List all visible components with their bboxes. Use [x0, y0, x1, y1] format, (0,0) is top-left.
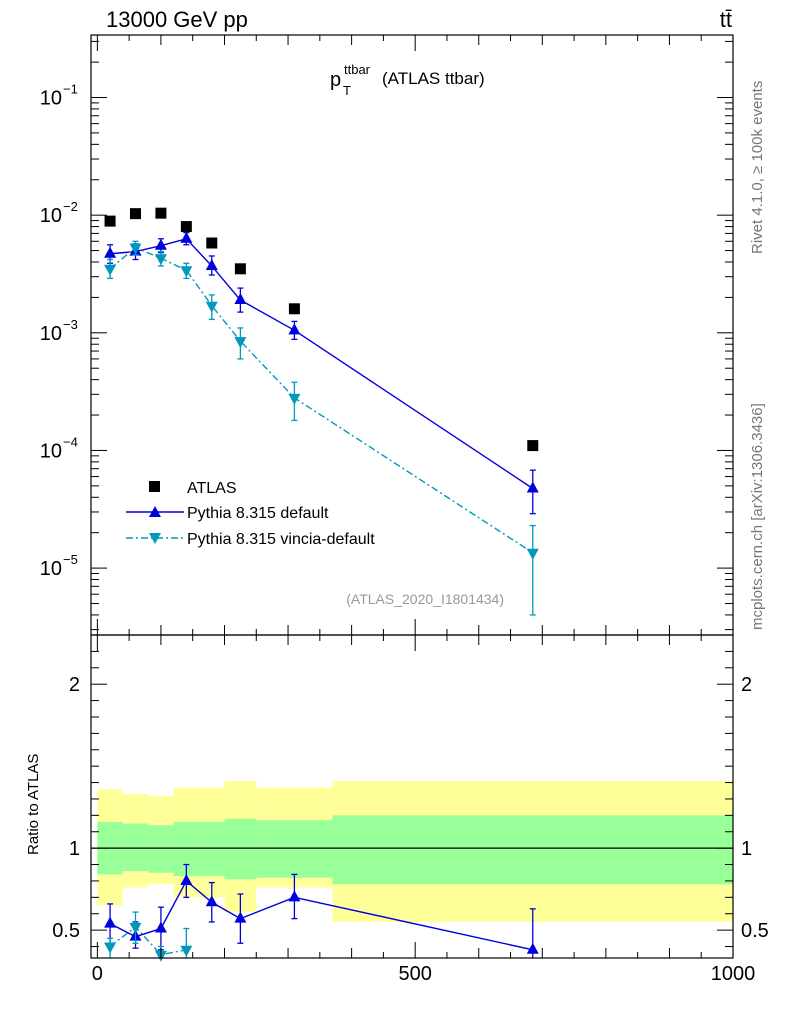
ratio-y-tick-label: 0.5 — [52, 920, 80, 942]
ratio-point-default — [180, 873, 193, 885]
ratio-point-default — [234, 911, 247, 923]
header-process-label: tt̄ — [720, 7, 732, 32]
main-y-tick-label-base: 10 — [40, 205, 62, 227]
point-vincia — [288, 393, 301, 405]
legend-atlas-marker — [149, 481, 160, 492]
ratio-axis-ticks — [91, 635, 734, 958]
ratio-panel-frame — [90, 634, 734, 959]
point-atlas — [129, 208, 141, 220]
ratio-band-inner — [199, 821, 225, 877]
ratio-band-inner — [224, 818, 257, 880]
plot-title-subscript: T — [343, 83, 351, 98]
ratio-y-tick-labels: 0.5 0.5 1 1 2 2 — [52, 674, 769, 942]
ratio-band-inner — [256, 820, 333, 878]
ratio-point-vincia — [104, 942, 117, 954]
ratio-y-tick-label: 1 — [69, 838, 80, 860]
x-tick-label: 0 — [92, 963, 103, 985]
series-line-vincia — [109, 246, 534, 554]
point-default — [180, 231, 193, 243]
point-atlas — [527, 440, 539, 452]
ratio-point-default — [154, 921, 167, 933]
ratio-line-vincia — [109, 925, 187, 956]
legend: ATLAS Pythia 8.315 default Pythia 8.315 … — [126, 480, 375, 548]
analysis-id-label: (ATLAS_2020_I1801434) — [346, 591, 504, 607]
point-atlas — [288, 303, 300, 315]
ratio-point-default — [104, 916, 117, 928]
ratio-y-tick-label-right: 0.5 — [741, 920, 769, 942]
legend-default-marker — [149, 506, 161, 517]
main-y-tick-labels: 10−110−210−310−410−5 — [40, 82, 78, 581]
point-vincia — [205, 301, 218, 313]
point-default — [288, 323, 301, 335]
x-tick-label: 1000 — [711, 963, 756, 985]
main-y-tick-label-exponent: −1 — [63, 82, 78, 97]
main-y-tick-label-exponent: −4 — [63, 434, 78, 449]
ratio-point-default — [205, 895, 218, 907]
plot-title: p — [330, 69, 341, 91]
point-atlas — [180, 221, 192, 233]
plot-title-suffix: (ATLAS ttbar) — [382, 69, 485, 88]
main-y-tick-label-base: 10 — [40, 440, 62, 462]
rivet-version-label: Rivet 4.1.0, ≥ 100k events — [749, 81, 766, 254]
main-panel: 10−110−210−310−410−5 p ttbar T (ATLAS tt… — [40, 34, 734, 636]
point-default — [154, 238, 167, 250]
ratio-y-tick-label-right: 1 — [741, 838, 752, 860]
point-vincia — [234, 337, 247, 349]
ratio-band-inner — [148, 825, 174, 873]
ratio-plot-area — [91, 780, 733, 962]
legend-vincia-label: Pythia 8.315 vincia-default — [187, 531, 375, 548]
legend-atlas-label: ATLAS — [187, 480, 237, 497]
legend-vincia-marker — [149, 533, 161, 544]
ratio-panel: 0.5 0.5 1 1 2 2 Ratio to ATLAS — [25, 634, 769, 962]
plot-title-main: p — [330, 69, 341, 91]
legend-default-label: Pythia 8.315 default — [187, 505, 329, 522]
ratio-point-default — [288, 890, 301, 902]
main-y-tick-label-base: 10 — [40, 558, 62, 580]
main-y-tick-label-exponent: −3 — [63, 317, 78, 332]
point-atlas — [234, 263, 246, 275]
point-vincia — [526, 548, 539, 560]
point-atlas — [155, 207, 167, 219]
ratio-y-tick-label: 2 — [69, 674, 80, 696]
header-energy-label: 13000 GeV pp — [106, 7, 248, 32]
ratio-point-vincia — [129, 922, 142, 934]
series-line-default — [110, 237, 534, 490]
main-y-tick-label-exponent: −2 — [63, 199, 78, 214]
main-y-tick-label-exponent: −5 — [63, 552, 78, 567]
ratio-band-inner — [332, 815, 733, 885]
point-atlas — [104, 215, 116, 227]
main-axis-ticks — [91, 35, 734, 635]
x-tick-label: 500 — [398, 963, 431, 985]
ratio-y-tick-label-right: 2 — [741, 674, 752, 696]
point-vincia — [180, 266, 193, 278]
ratio-point-default — [526, 942, 539, 954]
main-plot-area — [104, 207, 539, 616]
point-default — [205, 258, 218, 270]
point-vincia — [154, 254, 167, 266]
point-vincia — [129, 243, 142, 255]
ratio-line-default — [109, 879, 533, 951]
mcplots-reference-label: mcplots.cern.ch [arXiv:1306.3436] — [749, 403, 766, 630]
plot-title-superscript: ttbar — [344, 62, 371, 77]
x-tick-labels: 0 500 1000 — [92, 963, 755, 985]
point-vincia — [104, 264, 117, 276]
point-default — [526, 481, 539, 493]
point-default — [234, 293, 247, 305]
ratio-band-inner — [122, 823, 149, 872]
main-y-tick-label-base: 10 — [40, 88, 62, 110]
main-y-tick-label-base: 10 — [40, 323, 62, 345]
point-default — [104, 246, 117, 258]
ratio-point-vincia — [180, 945, 193, 957]
ratio-y-axis-label: Ratio to ATLAS — [25, 754, 42, 855]
point-atlas — [206, 237, 218, 249]
